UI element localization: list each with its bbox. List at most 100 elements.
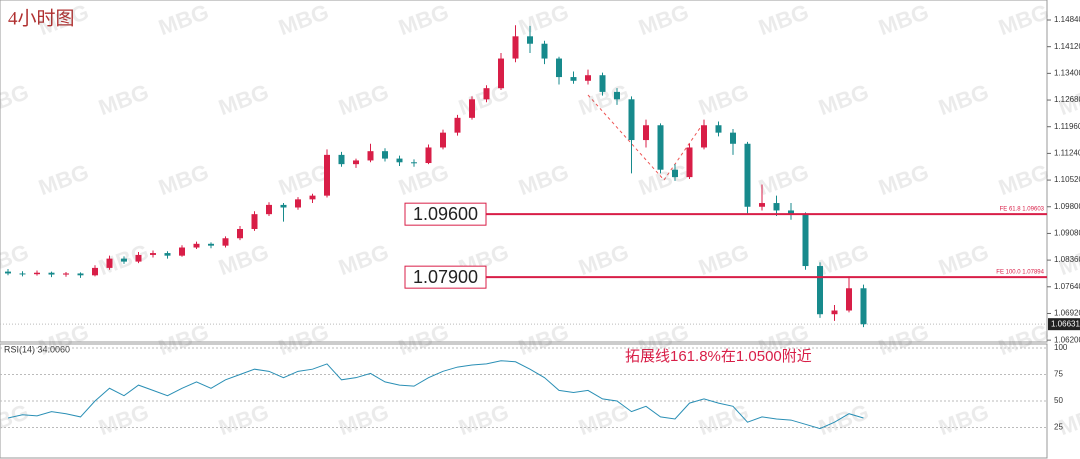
candle-body: [672, 169, 678, 178]
rsi-tick-label: 100: [1054, 343, 1068, 352]
level-label: 1.09600: [413, 204, 478, 224]
candle-body: [556, 58, 562, 78]
candle-body: [846, 288, 852, 311]
watermark: MBG: [815, 79, 872, 120]
candle-body: [5, 271, 11, 274]
y-tick-label: 1.07640: [1054, 282, 1080, 291]
candle-body: [759, 203, 765, 207]
fib-ray: [587, 94, 665, 181]
watermark: MBG: [515, 159, 572, 200]
rsi-frame: [0, 343, 1048, 459]
watermark: MBG: [695, 79, 752, 120]
watermark: MBG: [335, 399, 392, 440]
y-tick-label: 1.06920: [1054, 309, 1080, 318]
level-note: FE 61.8 1.09603: [1000, 207, 1045, 213]
candle-body: [498, 58, 504, 89]
rsi-tick-label: 50: [1054, 396, 1063, 405]
candle-body: [92, 267, 98, 276]
candle-body: [541, 43, 548, 59]
candle-body: [309, 195, 316, 200]
candle-body: [77, 273, 84, 276]
candle-body: [701, 125, 707, 148]
rsi-tick-label: 75: [1054, 370, 1063, 379]
level-label: 1.07900: [413, 267, 478, 287]
watermark: MBG: [395, 159, 452, 200]
candle-body: [208, 243, 214, 246]
watermark: MBG: [0, 79, 32, 120]
y-tick-label: 1.13400: [1054, 68, 1080, 77]
candle-body: [773, 203, 780, 211]
fib-ray: [663, 127, 701, 181]
candle-body: [237, 228, 243, 239]
watermark: MBG: [215, 79, 272, 120]
watermark: MBG: [995, 0, 1052, 40]
y-tick-label: 1.06200: [1054, 335, 1080, 344]
candle-body: [715, 125, 722, 133]
watermark: MBG: [875, 319, 932, 360]
candle-body: [19, 273, 26, 275]
watermark: MBG: [695, 399, 752, 440]
watermark: MBG: [695, 239, 752, 280]
watermark: MBG: [755, 0, 812, 40]
candle-body: [280, 204, 287, 208]
watermark: MBG: [275, 159, 332, 200]
watermark: MBG: [95, 79, 152, 120]
candle-body: [179, 247, 185, 256]
watermark: MBG: [35, 159, 92, 200]
candle-body: [628, 99, 635, 141]
watermark: MBG: [575, 239, 632, 280]
watermark: MBG: [995, 159, 1052, 200]
rsi-tick-label: 25: [1054, 423, 1063, 432]
watermark: MBG: [95, 399, 152, 440]
candle-body: [570, 77, 577, 81]
watermark: MBG: [35, 0, 92, 40]
candle-body: [483, 88, 490, 100]
candle-body: [686, 147, 693, 178]
watermark: MBG: [935, 399, 992, 440]
candle-body: [802, 214, 809, 267]
watermark: MBG: [335, 79, 392, 120]
candle-body: [367, 151, 374, 161]
candle-body: [382, 151, 388, 159]
watermark: MBG: [275, 0, 332, 40]
candle-body: [585, 75, 591, 81]
candle-body: [164, 253, 171, 256]
candle-body: [150, 253, 156, 255]
watermark: MBG: [395, 319, 452, 360]
level-note: FE 100.0 1.07894: [996, 270, 1044, 276]
candle-body: [34, 272, 40, 275]
watermark: MBG: [755, 159, 812, 200]
watermark: MBG: [0, 399, 32, 440]
level-box: [404, 202, 487, 226]
candle-body: [614, 91, 620, 100]
candle-body: [266, 204, 272, 215]
y-tick-label: 1.08360: [1054, 255, 1080, 264]
candle-body: [396, 158, 403, 163]
last-price-label: 1.06631: [1051, 319, 1080, 328]
candle-body: [425, 147, 432, 164]
watermark: MBG: [0, 239, 32, 280]
candle-body: [106, 258, 113, 268]
watermark: MBG: [635, 0, 692, 40]
watermark: MBG: [815, 239, 872, 280]
annotation: 拓展线161.8%在1.0500附近: [625, 348, 812, 365]
candle-body: [744, 143, 751, 207]
watermark: MBG: [995, 319, 1052, 360]
watermark: MBG: [875, 0, 932, 40]
candle-body: [338, 154, 345, 165]
watermark: MBG: [155, 159, 212, 200]
y-tick-label: 1.11960: [1054, 122, 1080, 131]
main-frame: [0, 0, 1048, 343]
candle-body: [643, 125, 649, 141]
watermark: MBG: [155, 0, 212, 40]
candle-body: [135, 254, 142, 262]
y-tick-label: 1.14840: [1054, 15, 1080, 24]
y-tick-label: 1.09080: [1054, 229, 1080, 238]
candle-body: [527, 36, 533, 44]
candle-body: [121, 258, 127, 262]
watermark: MBG: [935, 79, 992, 120]
watermark: MBG: [395, 0, 452, 40]
candle-body: [251, 214, 258, 229]
